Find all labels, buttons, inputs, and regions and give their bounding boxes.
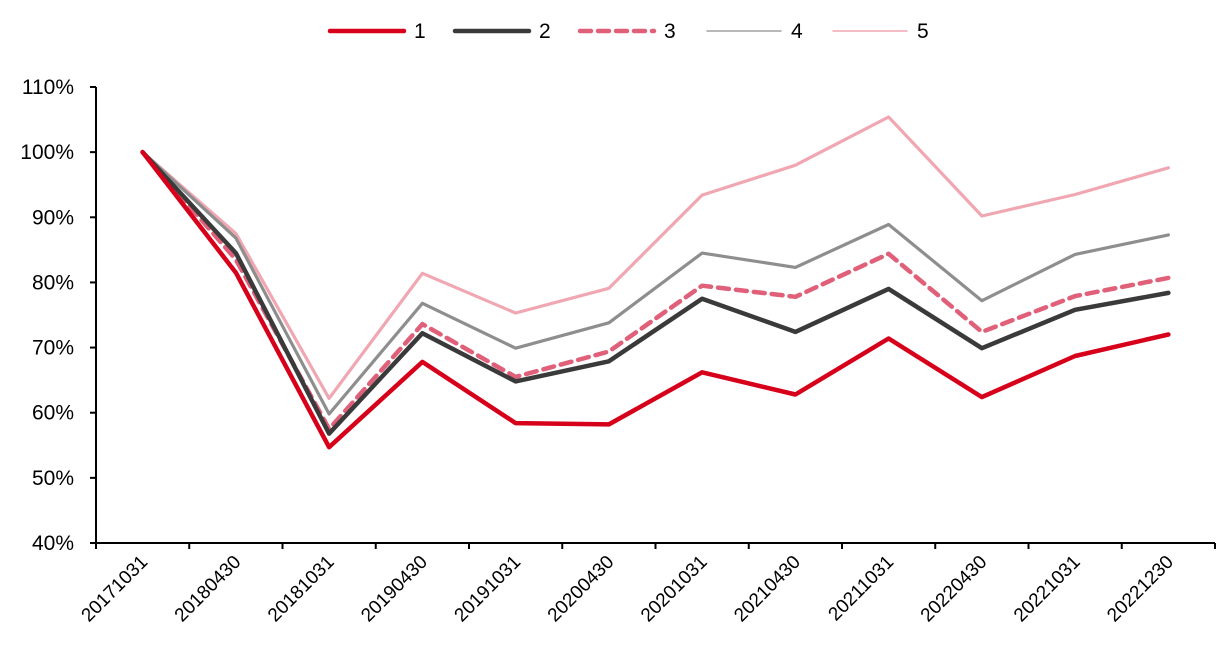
x-tick-label: 20211031	[825, 552, 899, 626]
axes: 40% 50% 60% 70% 80% 90% 100% 110% 20171031 201804…	[20, 76, 1216, 627]
legend-item-4: 4	[706, 20, 803, 43]
legend-item-5: 5	[832, 20, 929, 43]
x-tick-label: 20181031	[264, 552, 339, 627]
legend-label: 2	[539, 20, 551, 43]
series-line-1	[140, 149, 1171, 450]
legend: 1 2 3 4 5	[327, 20, 929, 43]
y-tick-label: 100%	[20, 141, 74, 164]
x-tick-label: 20220430	[917, 552, 992, 627]
x-tick-label: 20180430	[171, 552, 246, 627]
y-tick-label: 40%	[32, 532, 74, 555]
x-tick-label: 20221031	[1010, 552, 1085, 627]
y-tick-label: 50%	[32, 467, 74, 490]
x-tick-label: 20201031	[637, 552, 712, 627]
y-tick-label: 60%	[32, 402, 74, 425]
y-tick-label: 70%	[32, 337, 74, 360]
legend-label: 3	[664, 20, 676, 43]
series-line-3	[140, 149, 1171, 432]
x-tick-label: 20191031	[451, 552, 526, 627]
series-line-4	[141, 150, 1171, 416]
series-line-5	[141, 115, 1171, 400]
legend-label: 5	[917, 20, 929, 43]
series-line-2	[140, 149, 1171, 436]
x-tick-label: 20210430	[730, 552, 805, 627]
x-tick-label: 20221230	[1103, 552, 1178, 627]
legend-label: 1	[414, 20, 426, 43]
legend-item-2: 2	[452, 20, 551, 43]
legend-label: 4	[791, 20, 803, 43]
series-group	[140, 115, 1171, 450]
y-tick-label: 90%	[32, 206, 74, 229]
legend-item-3: 3	[577, 20, 676, 43]
y-tick-label: 80%	[32, 271, 74, 294]
x-tick-label: 20200430	[544, 552, 619, 627]
y-tick-label: 110%	[22, 76, 74, 99]
legend-item-1: 1	[327, 20, 426, 43]
x-tick-label: 20171031	[78, 552, 153, 627]
x-tick-label: 20190430	[357, 552, 432, 627]
